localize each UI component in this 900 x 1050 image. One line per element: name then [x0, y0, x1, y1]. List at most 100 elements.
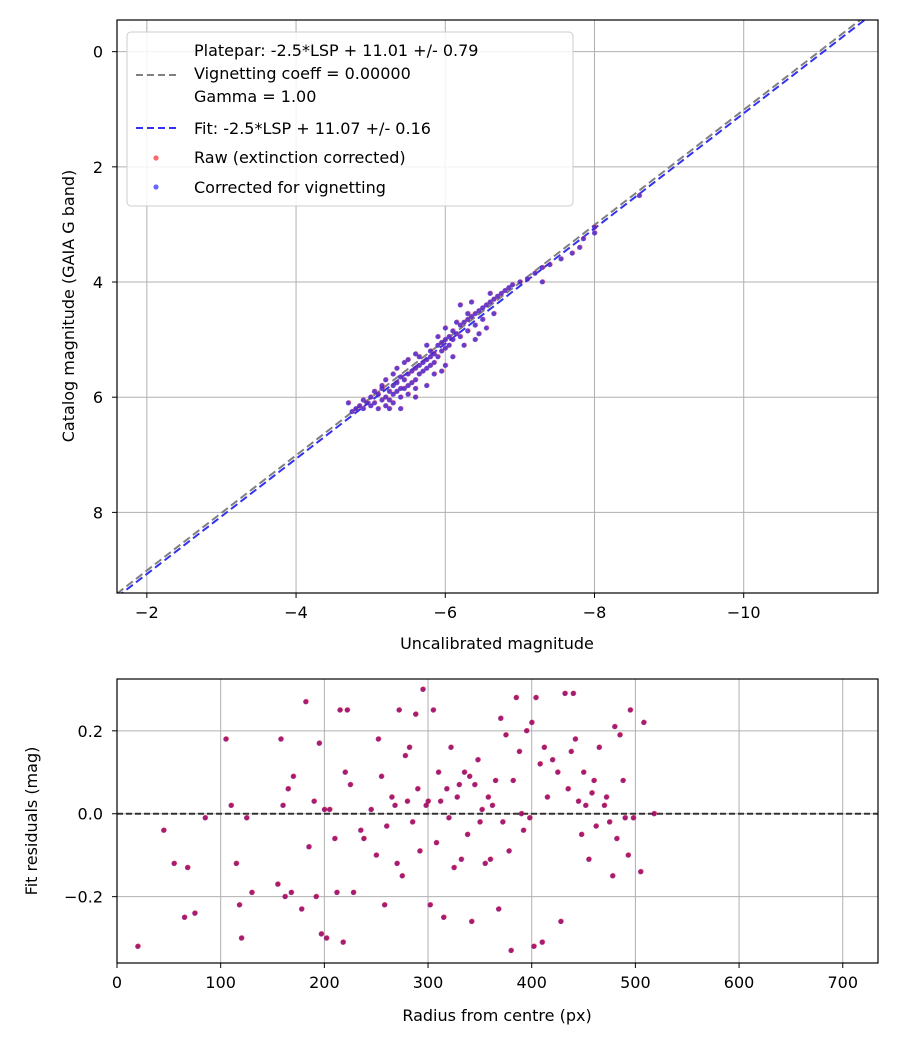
corrected-point	[409, 380, 415, 386]
residual-point	[417, 848, 423, 854]
bottom-x-tick-label: 700	[827, 973, 858, 992]
residual-point	[337, 707, 343, 713]
residual-point	[440, 914, 447, 920]
residual-point	[456, 782, 462, 788]
residual-point	[531, 943, 537, 950]
bottom-x-axis-title: Radius from centre (px)	[402, 1006, 591, 1025]
residual-point	[425, 798, 431, 804]
residual-point	[614, 836, 620, 842]
corrected-point	[427, 354, 433, 360]
residual-point	[347, 782, 353, 788]
residual-point	[298, 906, 305, 912]
corrected-point	[472, 337, 478, 343]
corrected-point	[427, 363, 433, 369]
corrected-point	[476, 308, 482, 314]
corrected-point	[405, 371, 411, 377]
legend: Platepar: -2.5*LSP + 11.01 +/- 0.79 Vign…	[126, 31, 574, 207]
corrected-point	[390, 383, 396, 389]
residual-point	[575, 798, 581, 804]
corrected-point	[424, 342, 430, 348]
corrected-point	[398, 394, 404, 400]
bottom-x-tick-label: 100	[205, 973, 236, 992]
corrected-point	[591, 230, 597, 236]
corrected-point	[547, 262, 553, 268]
residual-point	[468, 918, 475, 925]
corrected-point	[442, 363, 448, 369]
residual-point	[583, 802, 589, 809]
corrected-point	[386, 397, 392, 403]
residual-point	[495, 906, 502, 912]
residual-point	[617, 732, 623, 738]
residual-point	[278, 736, 284, 742]
residual-point	[435, 769, 442, 775]
residual-point	[316, 740, 322, 746]
top-fit-lines	[117, 20, 867, 593]
residual-point	[637, 869, 644, 875]
residual-point	[562, 690, 568, 697]
corrected-point	[491, 311, 497, 317]
residual-point	[311, 798, 317, 804]
corrected-point	[405, 357, 411, 363]
corrected-point	[412, 377, 418, 383]
residual-point	[334, 889, 340, 896]
residual-point	[243, 815, 250, 821]
top-x-tick-label: −8	[583, 603, 607, 622]
residual-point	[323, 935, 330, 941]
corrected-point	[491, 296, 497, 302]
top-platepar-line	[117, 20, 862, 593]
residual-point	[609, 873, 616, 879]
residual-point	[313, 894, 319, 900]
corrected-point	[416, 354, 422, 360]
residual-point	[565, 786, 571, 792]
residual-point	[415, 786, 421, 792]
top-y-tick-label: 2	[93, 158, 103, 177]
corrected-point	[345, 400, 351, 406]
corrected-point	[412, 351, 418, 357]
corrected-point	[480, 305, 486, 311]
residual-point	[487, 856, 493, 862]
residual-point	[285, 786, 291, 792]
bottom-x-ticks: 0 100 200 300 400 500 600 700	[112, 963, 858, 992]
corrected-point	[577, 244, 583, 250]
residual-point	[446, 815, 452, 821]
corrected-point	[461, 342, 467, 348]
residual-point	[539, 939, 545, 945]
residual-point	[249, 889, 255, 896]
corrected-point	[427, 348, 433, 354]
legend-platepar-label-2: Vignetting coeff = 0.00000	[194, 64, 411, 83]
corrected-point	[398, 374, 404, 380]
corrected-point	[420, 360, 426, 366]
residual-point	[427, 902, 433, 908]
corrected-point	[390, 400, 396, 406]
bottom-x-tick-label: 300	[413, 973, 444, 992]
corrected-point	[371, 388, 377, 394]
residual-point	[458, 856, 464, 862]
residual-point	[275, 881, 281, 887]
residual-point	[171, 860, 177, 867]
bottom-y-ticks: 0.2 0.0 −0.2	[64, 722, 117, 907]
residual-point	[437, 798, 444, 804]
residual-point	[430, 707, 436, 713]
top-plot-frame	[116, 19, 879, 594]
residual-point	[586, 856, 592, 862]
corrected-point	[457, 334, 463, 340]
corrected-point	[435, 334, 441, 340]
corrected-point	[409, 368, 415, 374]
residual-point	[555, 769, 561, 775]
top-x-tick-label: −10	[727, 603, 761, 622]
residual-point	[181, 914, 187, 920]
residual-point	[466, 773, 473, 780]
residual-point	[612, 724, 618, 730]
residual-point	[282, 894, 288, 900]
residual-point	[378, 773, 384, 780]
residual-point	[228, 802, 234, 809]
residual-point	[492, 777, 499, 784]
residual-point	[361, 836, 367, 842]
bottom-y-tick-label: 0.2	[78, 722, 103, 741]
legend-box	[126, 31, 574, 207]
top-y-tick-label: 6	[93, 388, 103, 407]
residual-point	[580, 769, 587, 775]
top-scatter-points	[345, 192, 643, 415]
residual-point	[630, 815, 636, 821]
